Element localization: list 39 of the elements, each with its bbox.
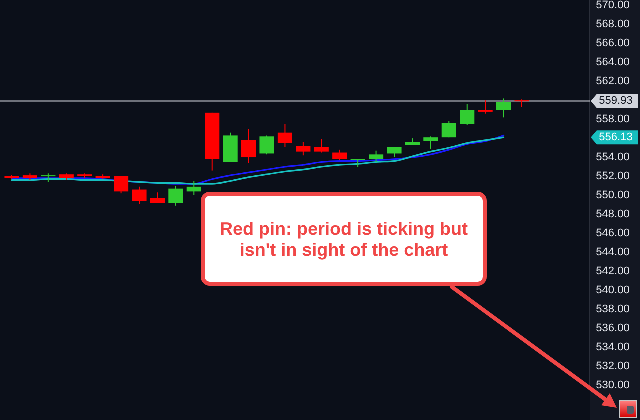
candlestick: [387, 146, 402, 158]
y-tick-label: 558.00: [596, 114, 630, 126]
candlestick: [168, 185, 184, 206]
y-tick-label: 568.00: [596, 18, 630, 31]
y-tick-label: 562.00: [596, 76, 630, 88]
candlestick: [296, 142, 311, 156]
candlestick: [496, 98, 512, 118]
y-tick-label: 534.00: [596, 341, 630, 354]
y-tick-label: 540.00: [596, 284, 630, 296]
candlestick: [186, 180, 202, 196]
candlestick: [260, 135, 274, 156]
y-tick-label: 542.00: [596, 265, 630, 278]
y-tick-label: 536.00: [596, 322, 630, 334]
candlestick: [460, 104, 475, 126]
y-tick-label: 566.00: [596, 38, 630, 50]
y-tick-label: 564.00: [596, 56, 630, 69]
candlestick: [369, 150, 384, 163]
y-tick-label: 548.00: [596, 208, 630, 220]
candlestick: [132, 186, 147, 205]
y-tick-label: 550.00: [596, 189, 630, 202]
y-tick-label: 546.00: [596, 227, 630, 240]
y-tick-label: 530.00: [596, 379, 630, 392]
candlestick: [442, 120, 456, 138]
ref-line-label: 559.93: [599, 95, 633, 108]
candlestick: [114, 176, 129, 194]
candlestick: [424, 136, 438, 150]
y-tick-label: 552.00: [596, 170, 630, 182]
y-tick-label: 532.00: [596, 360, 630, 372]
y-tick-label: 554.00: [596, 152, 630, 164]
candlestick: [332, 149, 348, 161]
y-tick-label: 544.00: [596, 246, 630, 258]
y-tick-label: 538.00: [596, 303, 630, 316]
candlestick: [278, 124, 292, 148]
candlestick: [314, 138, 329, 154]
y-tick-label: 570.00: [596, 0, 630, 12]
text: 556.13: [599, 132, 633, 144]
annotation: Red pin: period is ticking but isn't in sight of the chart: [220, 218, 468, 260]
candlestick: [478, 100, 493, 114]
candlestick: [242, 128, 256, 164]
